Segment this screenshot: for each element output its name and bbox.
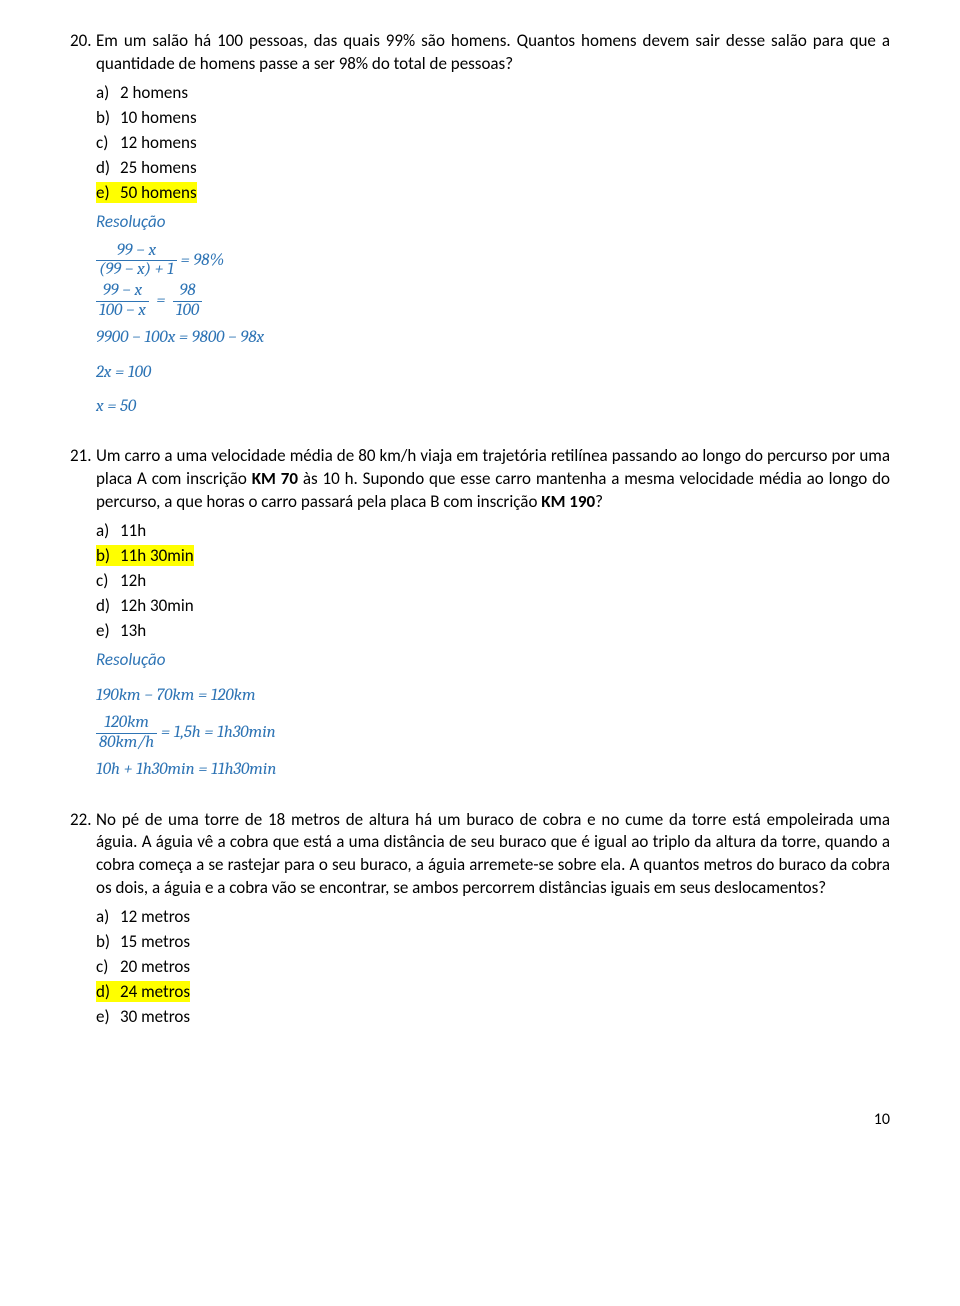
q22-opt-a: a)12 metros xyxy=(96,906,890,929)
q22-opt-e: e)30 metros xyxy=(96,1006,890,1029)
q22-opt-d: d)24 metros xyxy=(96,981,890,1004)
q21-options: a)11h b)11h 30min c)12h d)12h 30min e)13… xyxy=(70,520,890,643)
q20-number: 20. xyxy=(70,30,96,53)
q22-body: No pé de uma torre de 18 metros de altur… xyxy=(96,809,890,899)
q21-opt-c: c)12h xyxy=(96,570,890,593)
q20-resolution-label: Resolução xyxy=(70,211,890,234)
q22-number: 22. xyxy=(70,809,96,832)
q22-options: a)12 metros b)15 metros c)20 metros d)24… xyxy=(70,906,890,1029)
q20-math-l3: 9900 − 100x = 9800 − 98x xyxy=(96,322,890,354)
q22-opt-c: c)20 metros xyxy=(96,956,890,979)
q20-math: 99 − x(99 − x) + 1 = 98% 99 − x100 − x =… xyxy=(70,242,890,424)
q21-body: Um carro a uma velocidade média de 80 km… xyxy=(96,445,890,512)
q20-options: a)2 homens b)10 homens c)12 homens d)25 … xyxy=(70,82,890,205)
q21-number: 21. xyxy=(70,445,96,468)
q20-math-l1: 99 − x(99 − x) + 1 = 98% xyxy=(96,242,890,280)
q20-math-l2: 99 − x100 − x = 98100 xyxy=(96,282,890,320)
q20-opt-c: c)12 homens xyxy=(96,132,890,155)
q21-text: 21.Um carro a uma velocidade média de 80… xyxy=(70,445,890,514)
q21-opt-e: e)13h xyxy=(96,620,890,643)
q22-opt-b: b)15 metros xyxy=(96,931,890,954)
page-number: 10 xyxy=(70,1109,890,1131)
q21-opt-a: a)11h xyxy=(96,520,890,543)
q20-math-l5: x = 50 xyxy=(96,391,890,423)
q21-resolution-label: Resolução xyxy=(70,649,890,672)
q20-text: 20.Em um salão há 100 pessoas, das quais… xyxy=(70,30,890,76)
question-22: 22.No pé de uma torre de 18 metros de al… xyxy=(70,809,890,1029)
q21-math-l1: 190km − 70km = 120km xyxy=(96,680,890,712)
q20-opt-d: d)25 homens xyxy=(96,157,890,180)
q21-math-l2: 120km80km/h = 1,5h = 1h30min xyxy=(96,714,890,752)
question-21: 21.Um carro a uma velocidade média de 80… xyxy=(70,445,890,786)
q20-opt-a: a)2 homens xyxy=(96,82,890,105)
q21-math: 190km − 70km = 120km 120km80km/h = 1,5h … xyxy=(70,680,890,787)
q22-text: 22.No pé de uma torre de 18 metros de al… xyxy=(70,809,890,901)
q21-math-l3: 10h + 1h30min = 11h30min xyxy=(96,754,890,786)
q20-math-l4: 2x = 100 xyxy=(96,357,890,389)
q21-opt-d: d)12h 30min xyxy=(96,595,890,618)
q20-body: Em um salão há 100 pessoas, das quais 99… xyxy=(96,30,890,74)
q21-opt-b: b)11h 30min xyxy=(96,545,890,568)
q20-opt-b: b)10 homens xyxy=(96,107,890,130)
question-20: 20.Em um salão há 100 pessoas, das quais… xyxy=(70,30,890,423)
q20-opt-e: e)50 homens xyxy=(96,182,890,205)
